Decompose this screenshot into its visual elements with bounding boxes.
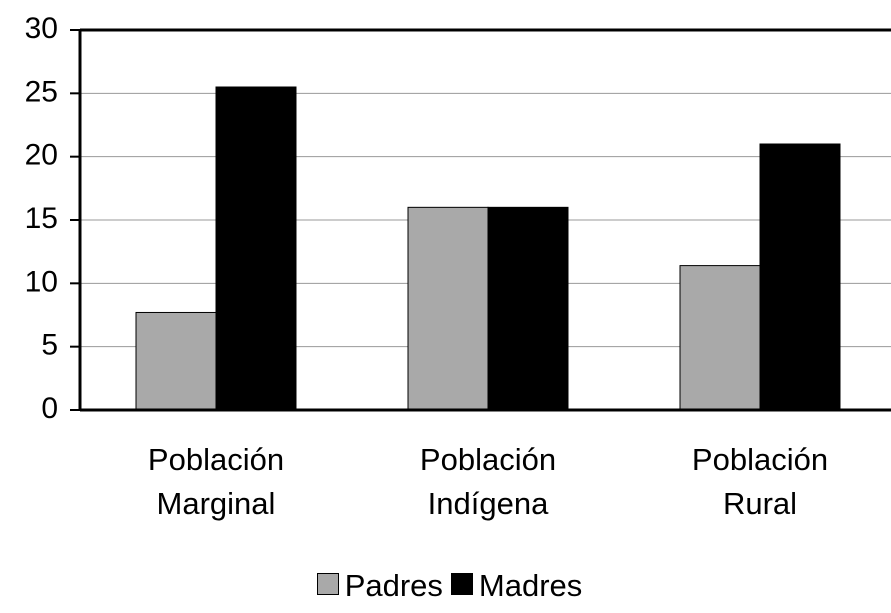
legend-label: Madres <box>478 568 583 603</box>
legend-label: Padres <box>344 568 443 603</box>
y-tick-label: 5 <box>41 329 58 362</box>
y-tick-label: 30 <box>25 12 58 45</box>
bar <box>487 206 569 411</box>
legend-swatch <box>316 573 339 595</box>
bar <box>215 86 297 411</box>
y-tick-label: 10 <box>25 265 58 298</box>
y-tick-label: 25 <box>25 75 58 108</box>
x-tick-label: Población Indígena <box>419 442 557 521</box>
bar <box>759 143 841 411</box>
x-tick-label: Población Marginal <box>147 442 285 521</box>
bar <box>679 265 761 411</box>
bar <box>407 206 489 411</box>
bar <box>135 311 217 411</box>
y-tick-label: 20 <box>25 139 58 172</box>
legend: Padres Madres <box>0 568 891 604</box>
x-tick-label: Población Rural <box>691 442 829 521</box>
y-tick-label: 15 <box>25 202 58 235</box>
legend-swatch <box>450 573 473 595</box>
y-tick-label: 0 <box>41 392 58 425</box>
